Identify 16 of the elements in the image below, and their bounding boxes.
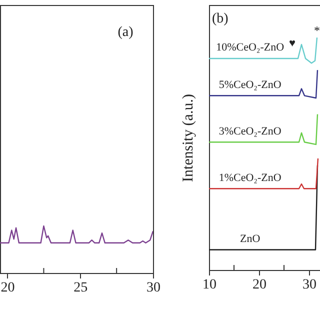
x-tick-label: 30 xyxy=(302,278,316,292)
series-label: 5%CeO₂-ZnO xyxy=(218,78,282,91)
series-label: 1%CeO₂-ZnO xyxy=(218,172,282,184)
x-tick-label: 20 xyxy=(252,278,266,292)
text: (a) xyxy=(118,24,134,40)
x-tick-label: 10 xyxy=(202,278,216,292)
series-label: ZnO xyxy=(240,232,260,245)
x-tick-label: 20 xyxy=(0,280,15,296)
series-label: 10%CeO₂-ZnO xyxy=(216,42,284,54)
y-axis-title: Intensity (a.u.) xyxy=(180,94,196,182)
text: (b) xyxy=(212,11,229,26)
x-tick-label: 30 xyxy=(146,280,160,296)
annotation: ♥ xyxy=(288,37,296,50)
annotation: * xyxy=(314,24,320,38)
series-label: 3%CeO₂-ZnO xyxy=(218,125,282,138)
x-tick-label: 25 xyxy=(74,280,88,296)
